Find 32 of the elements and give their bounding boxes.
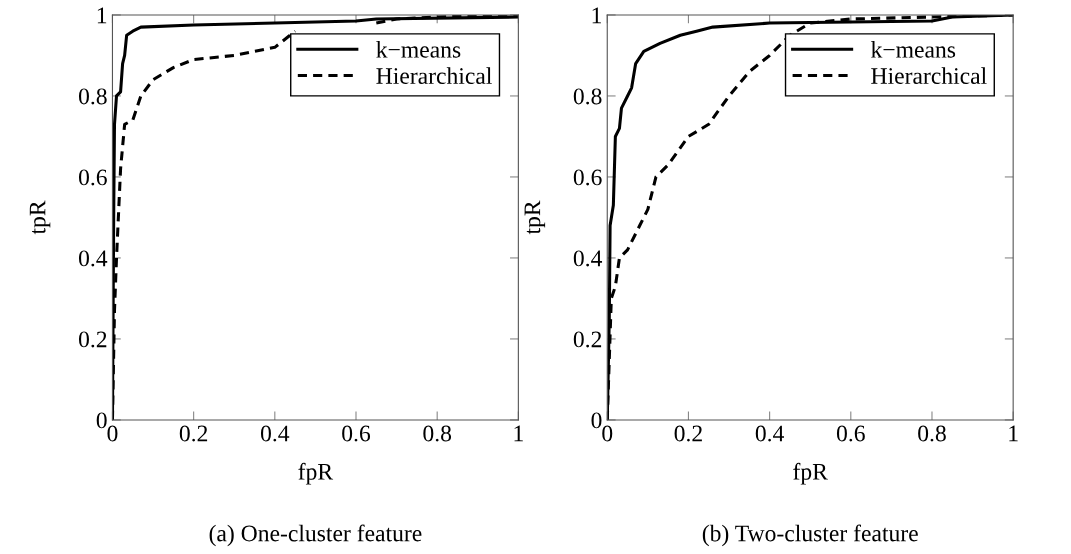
y-tick-label: 0.6 bbox=[573, 169, 602, 186]
y-tick-label: 0 bbox=[96, 412, 107, 429]
y-axis-title: tpR bbox=[29, 200, 51, 235]
y-tick-label: 0.8 bbox=[78, 88, 107, 105]
x-tick-label: 0.2 bbox=[674, 425, 702, 442]
x-tick-label: 0.8 bbox=[918, 425, 946, 442]
y-tick-label: 0 bbox=[591, 412, 602, 429]
x-tick-label: 0.4 bbox=[260, 425, 290, 442]
x-tick-label: 0.4 bbox=[755, 425, 785, 442]
x-tick-label: 1 bbox=[1009, 425, 1018, 442]
x-tick-label: 0.8 bbox=[423, 425, 452, 442]
legend-label: Hierarchical bbox=[871, 67, 987, 84]
legend-label: k−means bbox=[376, 41, 461, 58]
legend-label: Hierarchical bbox=[376, 67, 492, 84]
y-tick-label: 0.6 bbox=[78, 169, 107, 186]
x-axis-title: fpR bbox=[298, 462, 334, 485]
y-tick-label: 0.4 bbox=[78, 250, 108, 267]
y-axis-title: tpR bbox=[524, 200, 546, 235]
x-tick-label: 1 bbox=[514, 425, 523, 442]
text: (a) One-cluster feature bbox=[209, 524, 422, 547]
x-tick-label: 0.6 bbox=[342, 425, 371, 442]
y-tick-label: 1 bbox=[592, 7, 601, 24]
y-tick-label: 0.4 bbox=[573, 250, 603, 267]
y-tick-label: 0.2 bbox=[573, 331, 602, 348]
x-axis-title: fpR bbox=[793, 462, 828, 485]
y-tick-label: 0.8 bbox=[573, 88, 602, 105]
x-tick-label: 0.2 bbox=[179, 425, 208, 442]
y-tick-label: 1 bbox=[97, 7, 107, 24]
y-tick-label: 0.2 bbox=[78, 331, 107, 348]
x-tick-label: 0.6 bbox=[836, 425, 865, 442]
text: (b) Two-cluster feature bbox=[702, 524, 918, 547]
legend-label: k−means bbox=[870, 41, 956, 58]
